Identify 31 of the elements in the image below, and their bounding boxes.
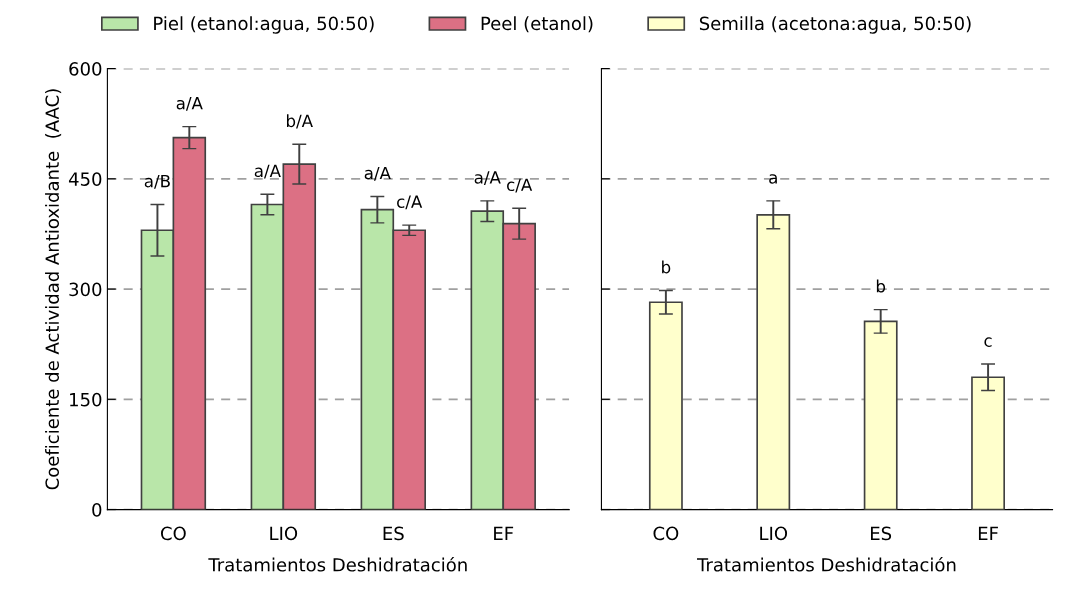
- data-label: a/B: [144, 175, 170, 189]
- x-axis-title: Tratamientos Deshidratación: [208, 556, 467, 572]
- data-label: b: [876, 279, 886, 293]
- y-tick-label: 600: [69, 62, 102, 76]
- data-label: c/A: [507, 178, 533, 193]
- y-tick-label: 450: [68, 172, 102, 186]
- y-axis-title: Coeficiente de Actividad Antioxidante (AAC): [45, 89, 62, 490]
- x-tick-label: LIO: [270, 526, 298, 541]
- data-label: b/A: [286, 114, 313, 129]
- legend-label: Semilla (acetona:agua, 50:50): [699, 16, 971, 34]
- x-tick-label: ES: [871, 526, 892, 541]
- data-label: a: [769, 174, 777, 184]
- data-label: b: [662, 260, 671, 274]
- data-label: a/A: [474, 171, 501, 186]
- legend-label: Piel (etanol:agua, 50:50): [154, 16, 374, 34]
- y-tick-label: 0: [92, 503, 102, 517]
- x-tick-label: CO: [160, 526, 186, 541]
- x-tick-label: CO: [653, 526, 679, 541]
- data-label: a/A: [176, 97, 203, 111]
- x-axis-title: Tratamientos Deshidratación: [697, 556, 956, 572]
- data-label: a/A: [254, 164, 281, 179]
- x-tick-label: EF: [978, 526, 998, 540]
- x-tick-label: EF: [494, 526, 514, 540]
- x-tick-label: ES: [383, 526, 404, 541]
- legend-label: Peel (etanol): [481, 16, 593, 33]
- y-tick-label: 150: [70, 392, 102, 407]
- data-label: a/A: [364, 166, 391, 181]
- data-label: c/A: [397, 195, 423, 210]
- y-tick-label: 300: [69, 282, 102, 297]
- data-label: c: [984, 337, 992, 347]
- x-tick-label: LIO: [760, 526, 788, 541]
